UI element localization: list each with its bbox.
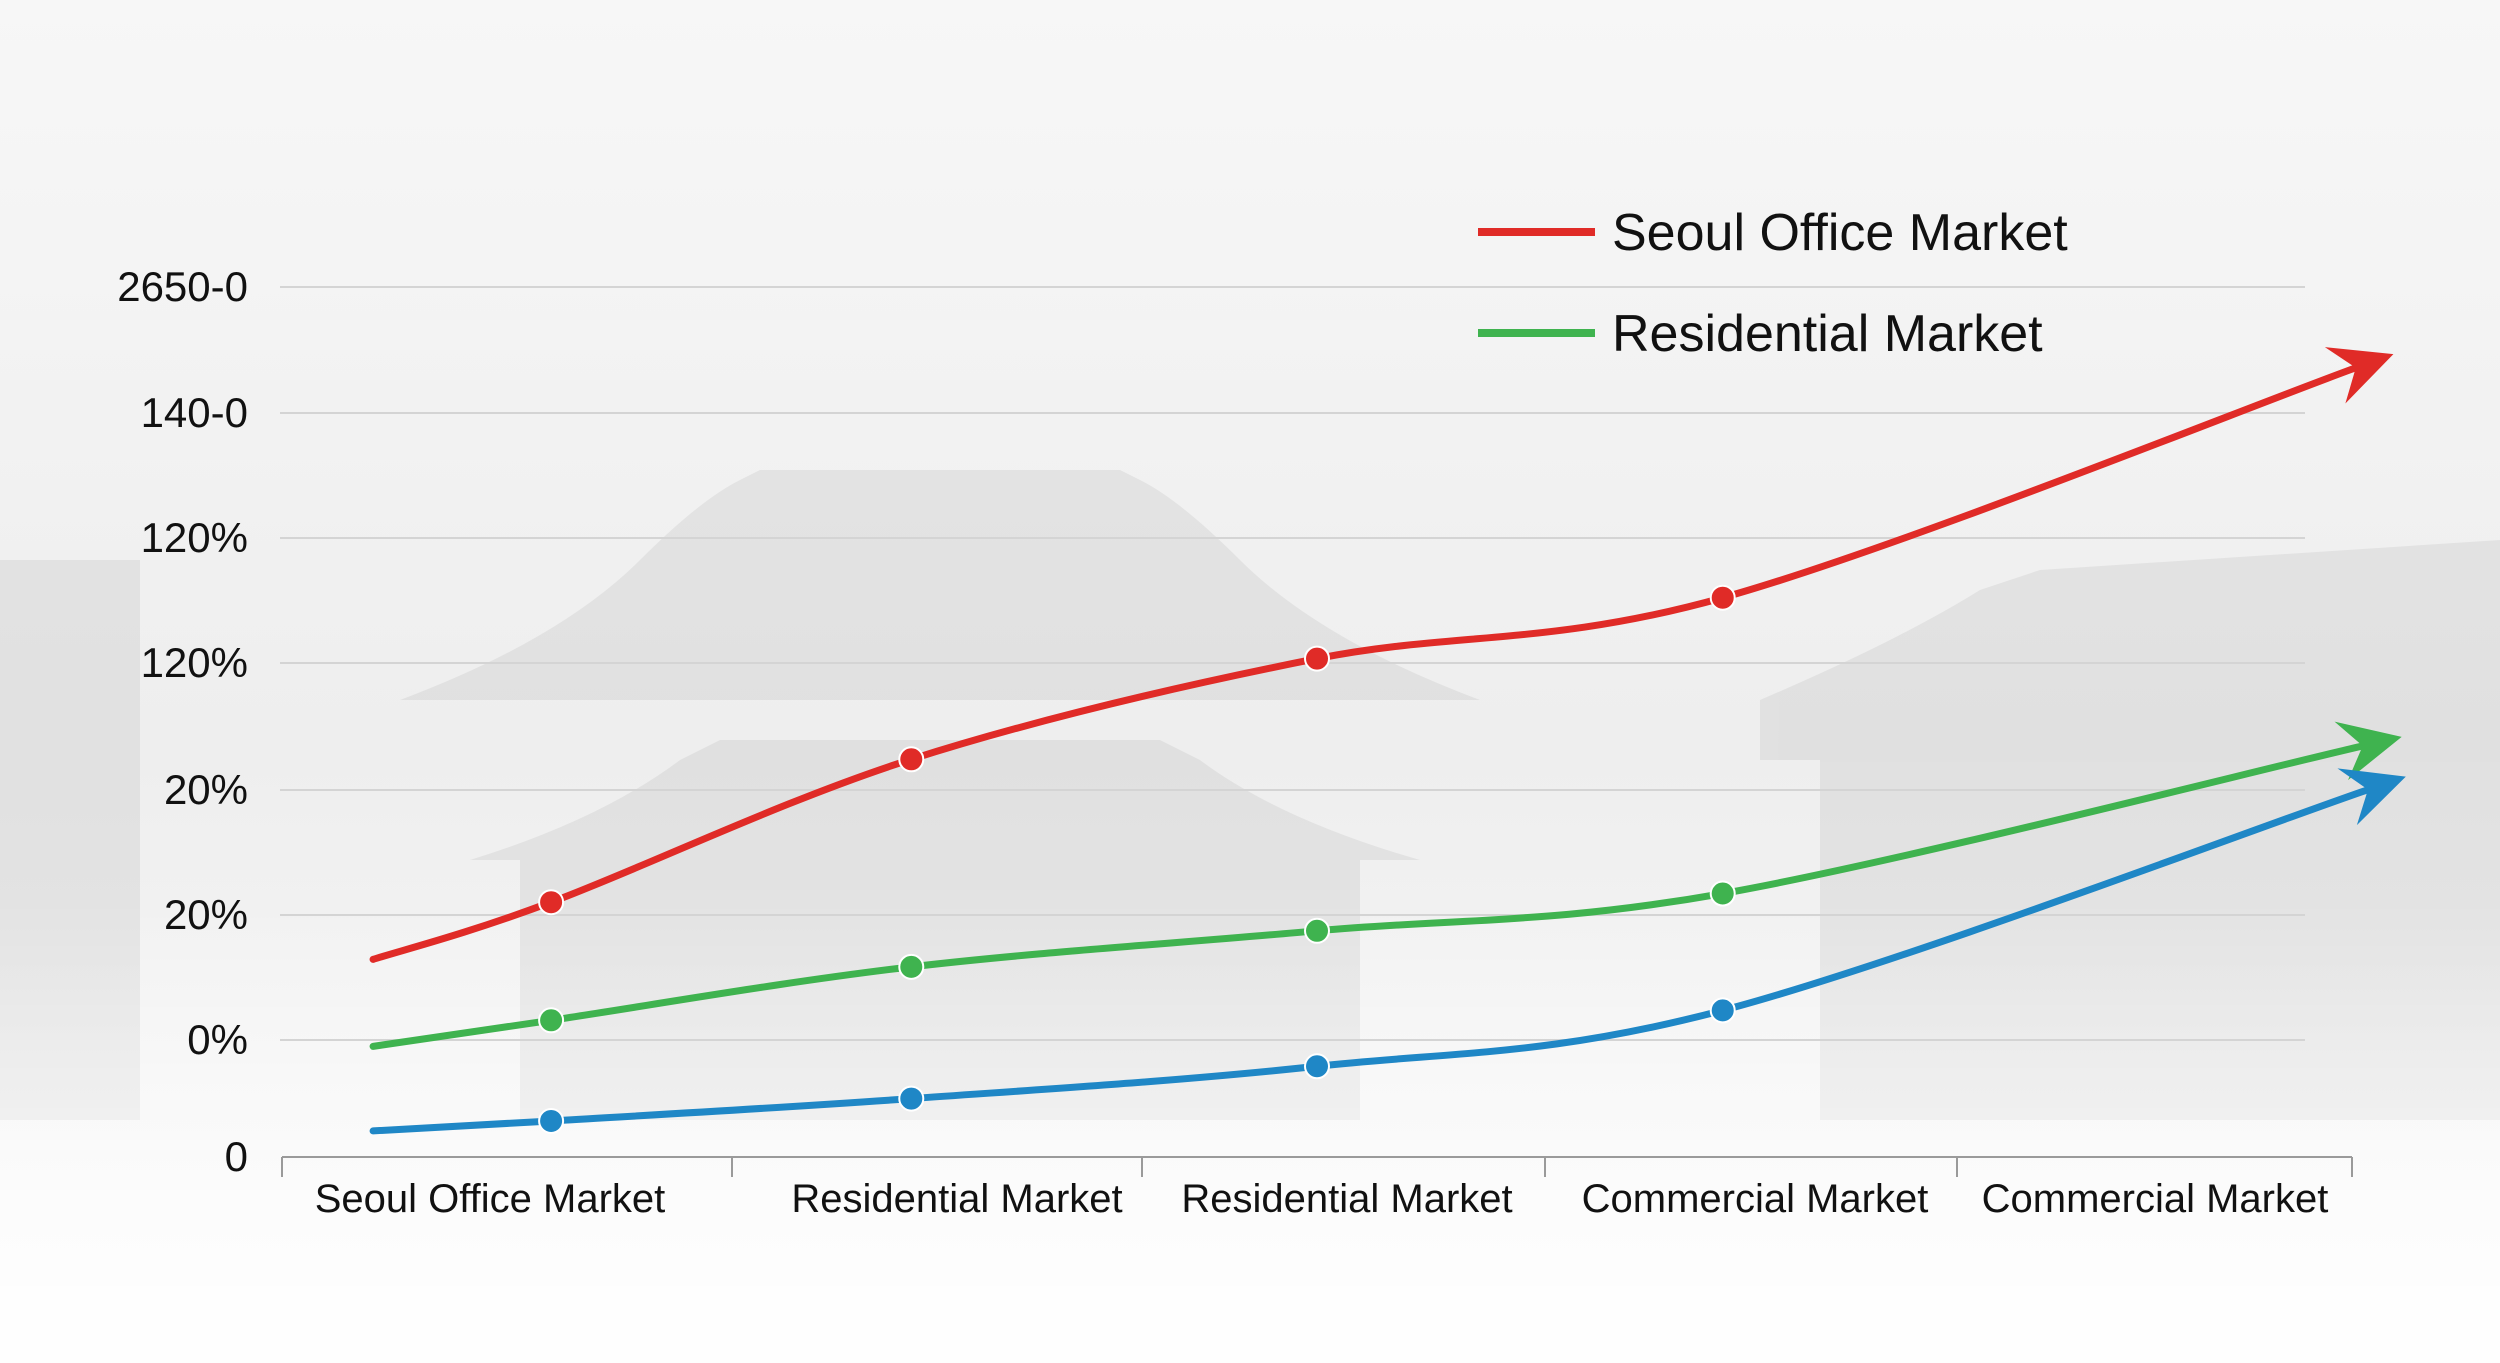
- series-line: [369, 786, 2372, 1135]
- legend-label: Seoul Office Market: [1612, 204, 2068, 262]
- series-1: [369, 721, 2402, 1050]
- x-tick-label: Residential Market: [1181, 1177, 1512, 1221]
- x-tick-label: Residential Market: [791, 1177, 1122, 1221]
- x-tick-label: Seoul Office Market: [315, 1177, 666, 1221]
- y-tick-label: 0: [225, 1133, 248, 1180]
- y-tick-label: 120%: [141, 514, 248, 561]
- data-point: [898, 1085, 925, 1112]
- x-axis: [281, 1156, 2353, 1177]
- series-arrowhead: [2334, 721, 2402, 781]
- x-tick-label: Commercial Market: [1982, 1177, 2329, 1221]
- x-tick-label: Commercial Market: [1582, 1177, 1929, 1221]
- legend-label: Residential Market: [1612, 305, 2043, 363]
- data-point: [898, 746, 925, 773]
- data-point: [538, 1007, 565, 1034]
- data-point: [538, 889, 565, 916]
- series-0: [369, 347, 2394, 963]
- y-tick-label: 0%: [187, 1016, 248, 1063]
- x-tick-labels: Seoul Office Market Residential Market Res…: [315, 1177, 2329, 1221]
- data-point: [1304, 645, 1330, 672]
- y-tick-labels: 0 0% 20% 20% 120% 120% 140-0 2650-0: [117, 263, 248, 1180]
- series-arrowhead: [2324, 347, 2394, 404]
- data-point: [538, 1107, 565, 1134]
- data-point: [1709, 880, 1736, 907]
- series-arrowhead: [2337, 768, 2406, 826]
- series-line: [369, 364, 2360, 963]
- data-point: [1709, 584, 1736, 611]
- data-point: [1709, 997, 1736, 1024]
- legend: Seoul Office Market Residential Market: [1478, 204, 2068, 363]
- y-tick-label: 2650-0: [117, 263, 248, 310]
- series-line: [369, 742, 2367, 1050]
- series-2: [369, 768, 2406, 1135]
- y-tick-label: 20%: [164, 766, 248, 813]
- data-point: [1304, 1053, 1330, 1080]
- y-tick-label: 140-0: [141, 389, 248, 436]
- grid-lines: [280, 286, 2305, 1041]
- series-lines: [369, 347, 2406, 1135]
- y-tick-label: 120%: [141, 639, 248, 686]
- y-tick-label: 20%: [164, 891, 248, 938]
- data-point: [898, 953, 925, 980]
- data-point: [1304, 917, 1330, 944]
